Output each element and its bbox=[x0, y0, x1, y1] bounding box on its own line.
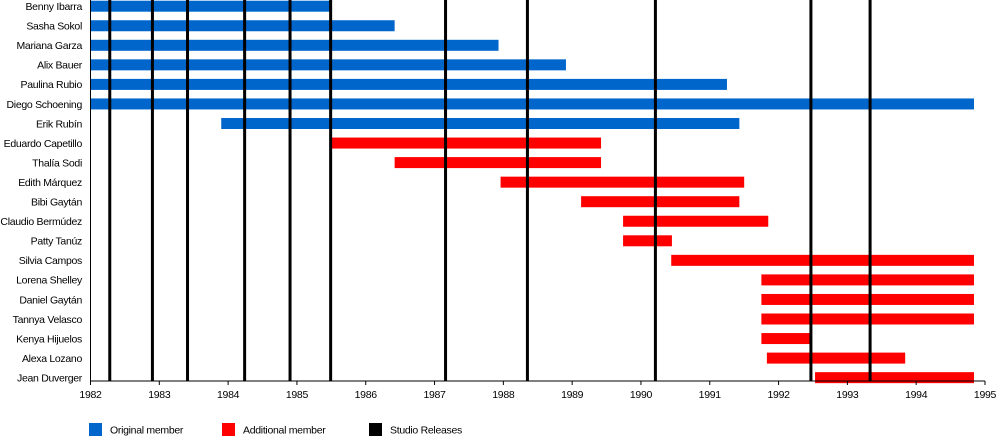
member-label: Daniel Gaytán bbox=[19, 294, 82, 306]
member-bar bbox=[761, 313, 974, 325]
member-label: Alix Bauer bbox=[37, 60, 83, 72]
member-label: Lorena Shelley bbox=[16, 275, 83, 287]
member-label: Benny Ibarra bbox=[25, 1, 82, 13]
x-tick-label: 1986 bbox=[355, 389, 378, 401]
x-tick-label: 1985 bbox=[286, 389, 309, 401]
legend-swatch-original bbox=[89, 423, 102, 436]
member-bar bbox=[761, 333, 811, 345]
member-label: Sasha Sokol bbox=[26, 21, 82, 33]
member-label: Tannya Velasco bbox=[13, 314, 83, 326]
member-label: Mariana Garza bbox=[16, 40, 82, 52]
member-label: Silvia Campos bbox=[19, 255, 82, 267]
x-tick-label: 1982 bbox=[79, 389, 102, 401]
x-tick-label: 1993 bbox=[836, 389, 859, 401]
member-label: Patty Tanúz bbox=[31, 236, 82, 248]
member-bar bbox=[500, 176, 745, 188]
x-tick-label: 1988 bbox=[492, 389, 515, 401]
x-tick-label: 1992 bbox=[767, 389, 790, 401]
member-bar bbox=[766, 352, 906, 364]
legend: Original member Additional member Studio R… bbox=[89, 423, 462, 437]
member-label: Edith Márquez bbox=[18, 177, 82, 189]
member-bar bbox=[90, 0, 332, 12]
legend-label-additional: Additional member bbox=[243, 425, 326, 437]
legend-label-release: Studio Releases bbox=[390, 425, 462, 437]
member-labels: Benny Ibarra Sasha Sokol Mariana Garza Alix… bbox=[0, 1, 83, 384]
member-label: Eduardo Capetillo bbox=[4, 138, 83, 150]
legend-swatch-release bbox=[369, 423, 382, 436]
member-bar bbox=[761, 293, 974, 305]
member-bar bbox=[815, 372, 974, 384]
x-tick-label: 1987 bbox=[423, 389, 446, 401]
member-label: Claudio Bermúdez bbox=[0, 216, 82, 228]
legend-swatch-additional bbox=[222, 423, 235, 436]
x-tick-label: 1994 bbox=[905, 389, 928, 401]
member-bar bbox=[90, 39, 499, 51]
release-lines bbox=[108, 0, 872, 381]
x-tick-label: 1991 bbox=[699, 389, 722, 401]
x-tick-label: 1983 bbox=[148, 389, 171, 401]
member-label: Kenya Hijuelos bbox=[16, 333, 82, 345]
x-tick-label: 1995 bbox=[974, 389, 997, 401]
member-label: Diego Schoening bbox=[7, 99, 83, 111]
member-bar bbox=[761, 274, 974, 286]
member-bars bbox=[90, 0, 974, 384]
member-label: Jean Duverger bbox=[17, 372, 83, 384]
member-bar bbox=[330, 137, 602, 149]
member-bar bbox=[90, 98, 974, 110]
member-label: Paulina Rubio bbox=[21, 79, 83, 91]
x-tick-label: 1989 bbox=[561, 389, 584, 401]
member-bar bbox=[394, 157, 602, 169]
member-bar bbox=[623, 235, 672, 247]
x-tick-label: 1990 bbox=[630, 389, 653, 401]
member-bar bbox=[90, 78, 727, 90]
member-label: Erik Rubín bbox=[36, 118, 82, 130]
member-bar bbox=[581, 196, 740, 208]
member-label: Thalía Sodi bbox=[32, 157, 82, 169]
x-axis: 1982 1983 1984 1985 1986 1987 1988 1989 1990 1991… bbox=[79, 0, 997, 401]
member-label: Alexa Lozano bbox=[22, 353, 82, 365]
member-bar bbox=[90, 20, 395, 32]
x-tick-label: 1984 bbox=[217, 389, 240, 401]
member-bar bbox=[90, 59, 566, 71]
member-bar bbox=[671, 254, 974, 266]
legend-label-original: Original member bbox=[110, 425, 184, 437]
member-bar bbox=[221, 118, 740, 129]
member-label: Bibi Gaytán bbox=[31, 197, 82, 209]
member-bar bbox=[623, 215, 769, 227]
